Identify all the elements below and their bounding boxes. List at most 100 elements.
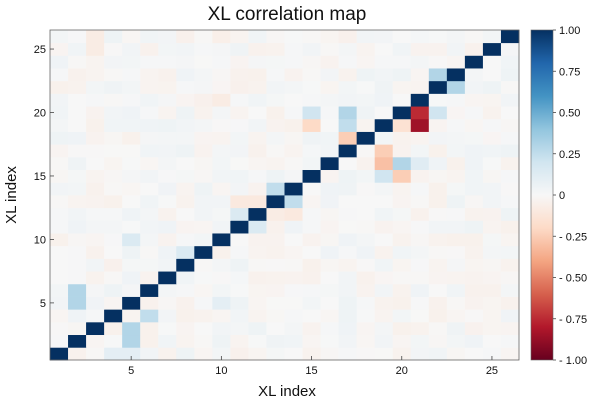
heatmap-cell xyxy=(104,80,123,94)
heatmap-cell xyxy=(140,144,159,158)
heatmap-cell xyxy=(122,144,141,158)
heatmap-cell xyxy=(410,258,430,272)
heatmap-cell xyxy=(464,182,484,196)
heatmap-cell xyxy=(410,334,430,348)
heatmap-cell xyxy=(122,220,141,234)
heatmap-cell xyxy=(68,321,87,336)
heatmap-cell xyxy=(104,118,123,132)
heatmap-cell xyxy=(338,42,358,56)
heatmap-cell xyxy=(140,207,159,221)
heatmap-cell xyxy=(158,321,177,336)
heatmap-cell xyxy=(338,195,358,209)
colorbar-axis: 1.00 0.75 0.50 0.25 0 - 0.25 - 0.50 - 0.75 - 1.0… xyxy=(553,25,587,367)
heatmap-cell xyxy=(356,321,376,336)
heatmap-cell xyxy=(410,182,430,196)
heatmap-cell xyxy=(140,245,159,259)
heatmap-cell xyxy=(122,93,141,107)
heatmap-cell xyxy=(302,283,321,297)
heatmap-cell xyxy=(158,169,177,183)
heatmap-cell xyxy=(194,93,213,107)
heatmap-cell xyxy=(284,321,303,336)
heatmap-cell xyxy=(104,233,123,247)
heatmap-cell xyxy=(446,106,466,120)
heatmap-cell xyxy=(374,334,394,348)
heatmap-cell xyxy=(500,80,520,94)
heatmap-cell xyxy=(374,30,394,44)
heatmap-cell xyxy=(140,283,159,297)
heatmap-cell xyxy=(248,207,267,221)
heatmap-cell xyxy=(482,233,502,247)
heatmap-cell xyxy=(320,144,340,158)
heatmap-cell xyxy=(122,55,141,69)
heatmap-cell xyxy=(158,30,177,44)
heatmap-cell xyxy=(374,169,394,183)
heatmap-cell xyxy=(104,321,123,336)
heatmap-cell xyxy=(500,271,520,285)
heatmap-cell xyxy=(230,42,249,56)
heatmap-cell xyxy=(446,169,466,183)
heatmap-cell xyxy=(356,80,376,94)
heatmap-cell xyxy=(104,347,123,361)
heatmap-cell xyxy=(50,30,69,44)
heatmap-cell xyxy=(302,334,321,348)
heatmap-cell xyxy=(212,220,231,234)
heatmap-cell xyxy=(248,233,267,247)
heatmap-cell xyxy=(266,68,285,82)
heatmap-cell xyxy=(140,258,159,272)
heatmap-cell xyxy=(140,233,159,247)
heatmap-cell xyxy=(284,182,303,196)
heatmap-cell xyxy=(392,131,412,145)
heatmap-cell xyxy=(212,118,231,132)
heatmap-cell xyxy=(194,182,213,196)
heatmap-cell xyxy=(482,30,502,44)
heatmap-cell xyxy=(374,106,394,120)
heatmap-cell xyxy=(320,80,340,94)
heatmap-cell xyxy=(500,30,520,44)
heatmap-cell xyxy=(428,296,448,310)
heatmap-cell xyxy=(230,131,249,145)
heatmap-cell xyxy=(320,245,340,259)
heatmap-cell xyxy=(248,55,267,69)
heatmap-cell xyxy=(410,296,430,310)
heatmap-cell xyxy=(284,207,303,221)
heatmap-cell xyxy=(392,271,412,285)
heatmap-cell xyxy=(122,118,141,132)
heatmap-cell xyxy=(266,106,285,120)
heatmap-cell xyxy=(410,118,430,132)
heatmap-cell xyxy=(176,42,195,56)
heatmap-cell xyxy=(284,195,303,209)
heatmap-cell xyxy=(140,93,159,107)
heatmap-cell xyxy=(320,195,340,209)
heatmap-cell xyxy=(482,93,502,107)
heatmap-cell xyxy=(428,271,448,285)
heatmap-cell xyxy=(428,220,448,234)
heatmap-cell xyxy=(464,347,484,361)
heatmap-cell xyxy=(356,271,376,285)
heatmap-cell xyxy=(122,68,141,82)
heatmap-cell xyxy=(302,68,321,82)
heatmap-cell xyxy=(266,309,285,323)
heatmap-cell xyxy=(428,207,448,221)
heatmap-cell xyxy=(158,283,177,297)
heatmap-cell xyxy=(410,347,430,361)
heatmap-cell xyxy=(446,233,466,247)
heatmap-cell xyxy=(230,296,249,310)
heatmap-cell xyxy=(266,131,285,145)
heatmap-cell xyxy=(374,144,394,158)
heatmap-cell xyxy=(50,347,69,361)
heatmap-cell xyxy=(392,334,412,348)
heatmap-cell xyxy=(122,195,141,209)
heatmap-cell xyxy=(176,118,195,132)
heatmap-cell xyxy=(500,207,520,221)
heatmap-cell xyxy=(356,245,376,259)
heatmap-cell xyxy=(194,258,213,272)
heatmap-cell xyxy=(176,195,195,209)
heatmap-cell xyxy=(176,182,195,196)
heatmap-cell xyxy=(266,220,285,234)
heatmap-cell xyxy=(86,220,105,234)
heatmap-cell xyxy=(86,182,105,196)
heatmap-cell xyxy=(248,271,267,285)
heatmap-cell xyxy=(320,42,340,56)
heatmap-cell xyxy=(212,296,231,310)
heatmap-cell xyxy=(50,42,69,56)
